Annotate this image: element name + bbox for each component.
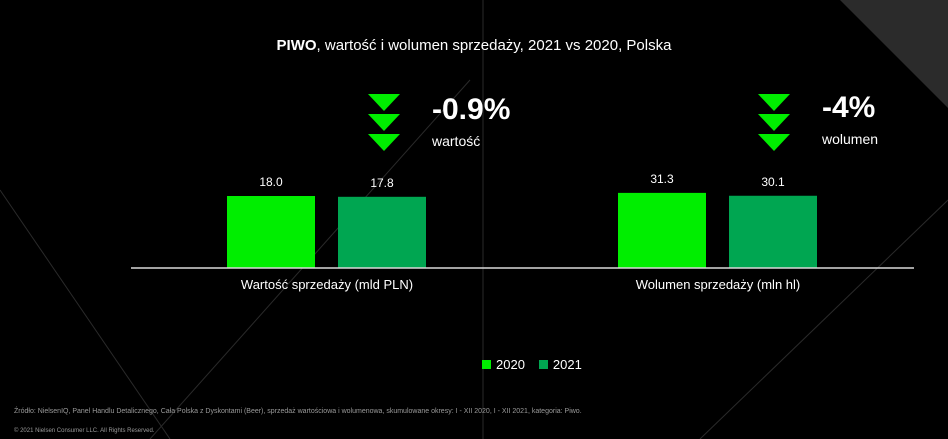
change-value-wolumen: -4%: [822, 91, 876, 124]
down-arrows-icon: [758, 94, 790, 151]
down-arrow-icon: [368, 134, 400, 151]
down-arrow-icon: [758, 114, 790, 131]
chart-legend: 2020 2021: [482, 357, 596, 372]
down-arrows-icon: [368, 94, 400, 151]
bar-2021: [338, 196, 426, 268]
legend-label: 2020: [496, 357, 525, 372]
data-label: 31.3: [650, 172, 674, 186]
change-label-wartosc: wartość: [432, 133, 481, 149]
legend-label: 2021: [552, 357, 582, 372]
down-arrow-icon: [758, 94, 790, 111]
bar-2020: [227, 196, 315, 268]
bar-chart: 18.0 17.8 Wartość sprzedaży (mld PLN) 31.3 3…: [131, 172, 914, 292]
chart-title-rest: , wartość i wolumen sprzedaży, 2021 vs 2…: [316, 37, 672, 54]
down-arrow-icon: [368, 94, 400, 111]
legend-swatch: [482, 360, 491, 369]
legend-swatch: [538, 360, 548, 369]
change-label-wolumen: wolumen: [822, 131, 879, 147]
down-arrow-icon: [758, 134, 790, 151]
data-label: 18.0: [259, 175, 283, 189]
down-arrow-icon: [368, 114, 400, 131]
bar-2020: [618, 192, 706, 268]
chart-title-bold: PIWO: [276, 37, 317, 54]
change-value-wartosc: -0.9%: [432, 93, 511, 126]
data-label: 30.1: [761, 175, 785, 189]
copyright-note: © 2021 Nielsen Consumer LLC. All Rights …: [14, 428, 155, 434]
legend-item-2021: 2021: [538, 357, 582, 372]
data-label: 17.8: [370, 176, 394, 190]
category-label: Wartość sprzedaży (mld PLN): [241, 277, 413, 292]
category-label: Wolumen sprzedaży (mln hl): [636, 277, 800, 292]
chart-title: PIWO, wartość i wolumen sprzedaży, 2021 …: [0, 37, 948, 54]
legend-item-2020: 2020: [482, 357, 525, 372]
bar-2021: [729, 195, 817, 268]
source-note: Źródło: NielsenIQ, Panel Handlu Detalicz…: [14, 408, 582, 415]
